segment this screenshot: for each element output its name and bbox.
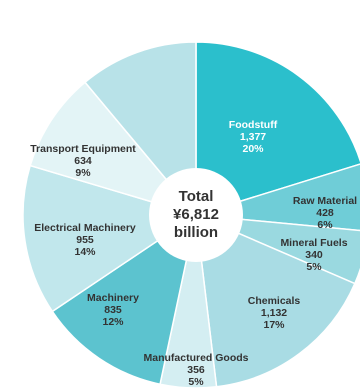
pie-slice-transport-equipment bbox=[29, 81, 199, 217]
slice-value: 1,377 bbox=[240, 131, 266, 143]
slice-percent: 5% bbox=[306, 261, 322, 273]
slices-layer bbox=[22, 41, 360, 389]
slice-percent: 14% bbox=[74, 246, 96, 258]
slice-percent: 5% bbox=[188, 376, 204, 388]
slice-name: Machinery bbox=[87, 292, 139, 304]
slice-name: Manufactured Goods bbox=[143, 352, 248, 364]
slice-name: Mineral Fuels bbox=[280, 237, 347, 249]
slice-name: Transport Equipment bbox=[30, 143, 136, 155]
slice-value: 835 bbox=[104, 304, 122, 316]
slice-name: Raw Material bbox=[293, 195, 357, 207]
pie-slice-foodstuff bbox=[195, 41, 360, 217]
slice-name: Foodstuff bbox=[229, 119, 278, 131]
center-total-unit: billion bbox=[174, 224, 218, 241]
slice-name: Electrical Machinery bbox=[34, 222, 136, 234]
slice-percent: 6% bbox=[317, 219, 333, 231]
center-total-value: ¥6,812 bbox=[173, 206, 219, 223]
slice-percent: 12% bbox=[102, 316, 124, 328]
slice-percent: 17% bbox=[263, 319, 285, 331]
slice-value: 634 bbox=[74, 155, 92, 167]
pie-slice-electrical-machinery bbox=[22, 164, 198, 313]
slice-percent: 9% bbox=[75, 167, 91, 179]
center-total-label: Total bbox=[179, 188, 214, 205]
slice-value: 428 bbox=[316, 207, 334, 219]
slice-value: 1,132 bbox=[261, 307, 287, 319]
slice-name: Chemicals bbox=[248, 295, 301, 307]
slice-value: 955 bbox=[76, 234, 94, 246]
pie-slice-chemicals bbox=[195, 213, 356, 388]
slice-value: 340 bbox=[305, 249, 323, 261]
slice-percent: 20% bbox=[242, 143, 264, 155]
pie-slice-unlabeled bbox=[83, 41, 197, 218]
center-disc bbox=[149, 168, 243, 262]
pie-slice-machinery bbox=[51, 213, 198, 386]
slice-value: 356 bbox=[187, 364, 205, 376]
